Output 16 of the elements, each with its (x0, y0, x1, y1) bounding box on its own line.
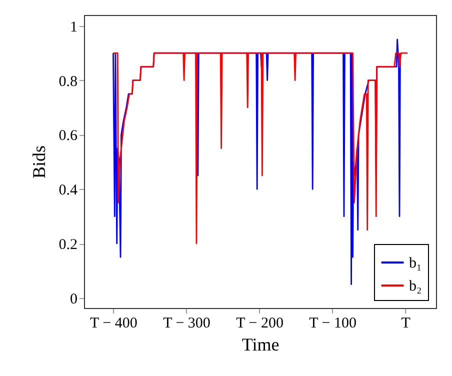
x-tick-label: T − 400 (90, 316, 138, 332)
y-tick-label: 1 (70, 19, 78, 36)
y-tick-label: 0.4 (58, 182, 78, 199)
x-tick-label: T − 300 (163, 316, 210, 332)
x-tick-label: T (401, 316, 410, 332)
x-tick-label: T − 200 (236, 316, 284, 332)
legend-label: b₂ (409, 278, 422, 294)
line-series (112, 52, 408, 244)
y-tick-label: 0 (70, 291, 78, 308)
y-tick-label: 0.6 (58, 128, 78, 144)
y-tick-label: 0.8 (58, 74, 78, 90)
y-tick-label: 0.2 (58, 237, 78, 254)
legend-label: b₁ (409, 256, 422, 272)
y-axis-title: Bids (28, 145, 49, 179)
x-axis-title: Time (242, 334, 280, 354)
x-tick-label: T − 100 (309, 316, 356, 332)
